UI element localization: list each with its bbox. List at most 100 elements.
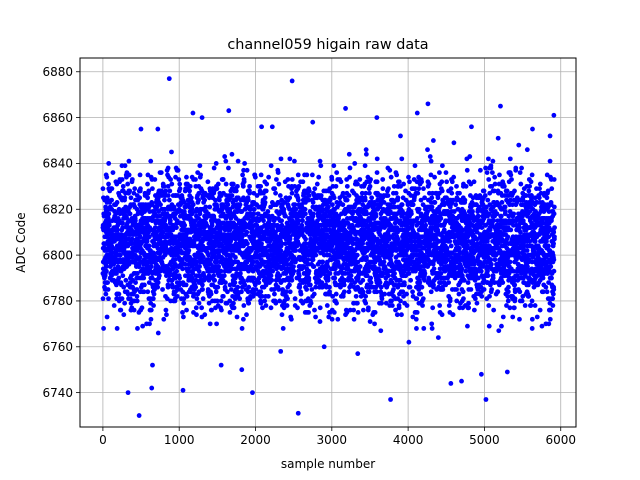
data-point [435,195,441,201]
data-point [451,140,457,146]
data-point [161,183,167,189]
data-point [429,321,435,327]
data-point [475,213,481,219]
data-point [319,280,325,286]
data-point [134,293,140,299]
data-point [432,199,438,205]
data-point [407,284,413,290]
data-point [385,193,391,198]
data-point [379,296,385,302]
data-point [292,158,297,164]
data-point [158,170,164,176]
data-point [374,170,380,176]
data-point [165,284,171,290]
data-point [121,312,127,318]
data-point [155,330,161,336]
data-point [258,172,264,178]
data-point [430,138,436,143]
data-point [404,303,410,308]
data-point [471,307,477,313]
data-point [181,314,186,320]
data-point [208,291,214,297]
data-point [170,284,175,290]
data-point [230,181,236,187]
data-point [137,195,143,201]
data-point [291,264,296,269]
data-point [116,291,122,297]
data-point [182,261,188,267]
data-point [366,289,372,295]
data-point [158,202,163,208]
data-point [344,183,350,189]
data-point [219,307,224,313]
data-point [160,287,165,292]
data-point [279,218,284,224]
data-point [175,167,181,173]
data-point [200,282,205,288]
data-point [464,167,470,173]
data-point [414,296,420,302]
data-point [251,206,257,212]
data-point [177,181,183,187]
data-point [444,245,450,251]
data-point [425,147,430,153]
data-point [237,202,243,208]
data-point [380,186,386,192]
data-point [299,222,305,228]
data-point [239,289,244,295]
data-point [444,179,450,185]
data-point [180,310,185,315]
data-point [347,165,353,171]
data-point [329,316,335,322]
data-point [310,199,316,205]
data-point [396,305,402,311]
data-point [244,312,249,318]
data-point [127,211,133,217]
data-point [428,158,434,164]
data-point [205,179,211,185]
data-point [197,264,202,269]
data-point [262,298,268,304]
data-point [105,216,111,221]
data-point [134,298,140,304]
data-point [222,154,228,159]
data-point [123,277,129,283]
data-point [346,193,352,198]
data-point [292,296,298,302]
data-point [388,174,394,180]
data-point [193,284,199,290]
data-point [211,273,217,279]
data-point [223,181,229,187]
data-point [355,181,360,187]
data-point [397,277,403,283]
data-point [240,172,246,178]
data-point [477,167,483,173]
data-point [410,202,416,208]
data-point [357,264,363,269]
data-point [134,271,140,276]
data-point [184,293,190,299]
data-point [300,179,306,185]
data-point [132,186,138,192]
data-point [118,307,124,313]
data-point [256,280,262,286]
data-point [187,188,192,194]
data-point [106,211,112,217]
data-point [183,282,189,288]
data-point [317,319,323,324]
data-point [366,268,371,274]
data-point [324,303,330,308]
data-point [311,291,317,297]
data-point [465,323,470,329]
data-point [421,186,426,192]
data-point [330,202,335,208]
data-point [317,305,323,311]
data-point [186,268,192,274]
data-point [378,328,384,334]
data-point [165,183,171,189]
data-point [346,289,352,295]
data-point [385,273,391,279]
data-point [148,307,154,313]
data-point [332,266,338,272]
data-point [421,326,427,331]
